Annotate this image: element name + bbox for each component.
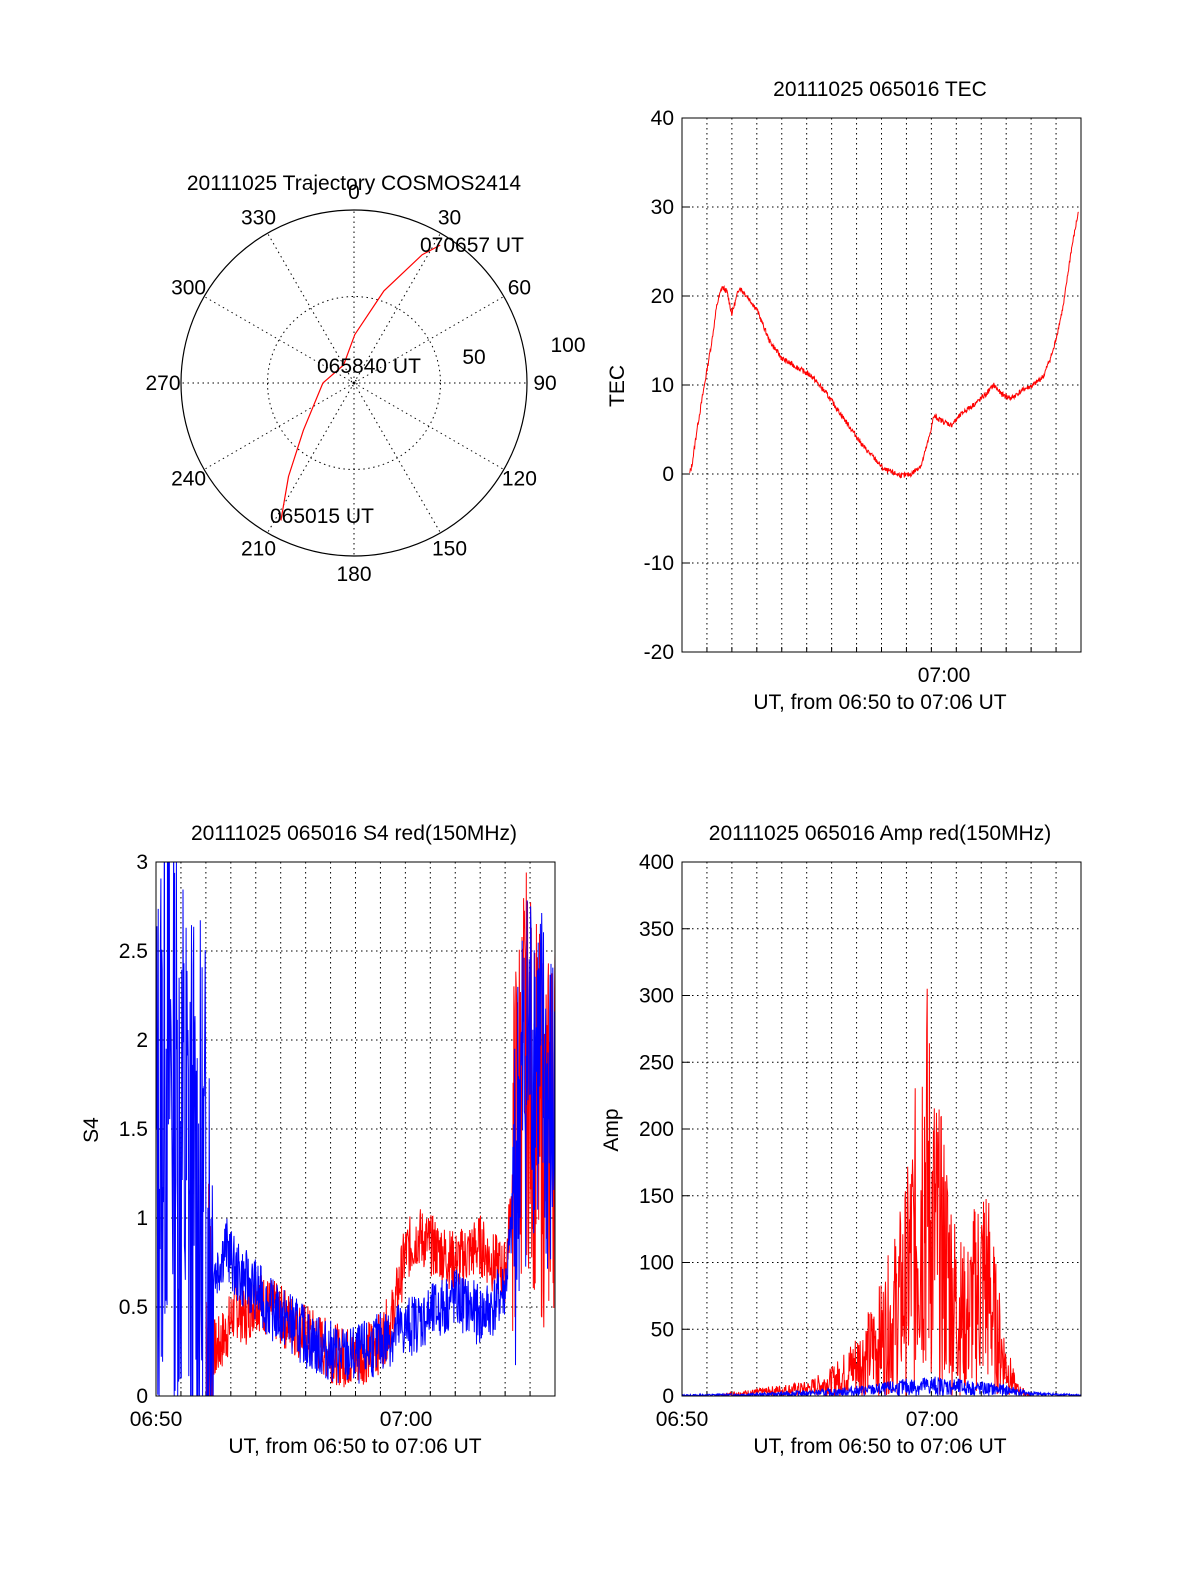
polar-center — [350, 379, 358, 387]
polar-radial-label: 50 — [462, 346, 485, 369]
s4-title: 20111025 065016 S4 red(150MHz) — [191, 822, 517, 845]
polar-azimuth-label: 330 — [241, 207, 276, 230]
series-blue-line — [682, 1376, 1081, 1396]
y-tick-label: 30 — [651, 196, 674, 219]
polar-title: 20111025 Trajectory COSMOS2414 — [187, 172, 522, 195]
amp-xlabel: UT, from 06:50 to 07:06 UT — [753, 1435, 1006, 1458]
polar-azimuth-label: 0 — [348, 181, 360, 204]
y-tick-label: 2.5 — [119, 940, 148, 963]
amp-xtick-0650: 06:50 — [656, 1408, 709, 1431]
y-tick-label: 1.5 — [119, 1118, 148, 1141]
polar-grid — [180, 209, 528, 557]
amp-xtick-0700: 07:00 — [906, 1408, 959, 1431]
tec-title: 20111025 065016 TEC — [773, 78, 987, 101]
tec-xlabel: UT, from 06:50 to 07:06 UT — [753, 691, 1006, 714]
y-tick-label: 10 — [651, 374, 674, 397]
polar-azimuth-label: 90 — [533, 372, 556, 395]
s4-xtick-0700: 07:00 — [380, 1408, 433, 1431]
y-tick-label: 100 — [639, 1252, 674, 1275]
polar-azimuth-label: 30 — [438, 207, 461, 230]
y-tick-label: 350 — [639, 918, 674, 941]
y-tick-label: 300 — [639, 985, 674, 1008]
trajectory-line — [280, 244, 441, 521]
tec-ylabel: TEC — [606, 365, 629, 407]
polar-radial-labels: 50 100 — [462, 334, 585, 369]
polar-spoke — [203, 382, 355, 470]
polar-radial-label: 100 — [550, 334, 585, 357]
y-tick-label: 200 — [639, 1118, 674, 1141]
y-tick-label: 20 — [651, 285, 674, 308]
polar-azimuth-label: 180 — [336, 563, 371, 586]
tec-plot-area: -20 -10 0 10 20 30 40 — [644, 107, 1082, 664]
y-tick-label: 0 — [662, 463, 674, 486]
tec-xtick-0700: 07:00 — [918, 664, 971, 687]
y-tick-label: -20 — [644, 641, 674, 664]
y-tick-label: 250 — [639, 1051, 674, 1074]
polar-spoke — [267, 382, 355, 534]
annotation-start: 065015 UT — [270, 505, 374, 528]
y-tick-label: -10 — [644, 552, 674, 575]
polar-azimuth-labels: 0 30 60 90 120 150 180 210 240 270 300 330 — [145, 181, 556, 586]
polar-outer-circle — [180, 209, 528, 557]
y-tick-label: 150 — [639, 1185, 674, 1208]
y-tick-label: 2 — [136, 1029, 148, 1052]
y-tick-label: 50 — [651, 1318, 674, 1341]
plot-frame — [155, 861, 556, 1397]
polar-spoke — [353, 382, 441, 534]
polar-azimuth-label: 210 — [241, 537, 276, 560]
polar-azimuth-label: 150 — [432, 537, 467, 560]
annotation-mid: 065840 UT — [317, 355, 421, 378]
polar-spoke — [353, 382, 505, 470]
polar-azimuth-label: 120 — [502, 468, 537, 491]
amp-title: 20111025 065016 Amp red(150MHz) — [709, 822, 1051, 845]
y-tick-label: 1 — [136, 1207, 148, 1230]
s4-panel: 20111025 065016 S4 red(150MHz) 0 0.5 1 1.5 2… — [80, 822, 556, 1458]
y-tick-label: 0 — [136, 1385, 148, 1408]
amp-plot-area: 0 50 100 150 200 250 300 350 400 — [639, 851, 1082, 1408]
s4-xtick-0650: 06:50 — [130, 1408, 183, 1431]
polar-spoke — [353, 232, 441, 384]
amp-ylabel: Amp — [600, 1108, 623, 1151]
y-tick-label: 0.5 — [119, 1296, 148, 1319]
polar-azimuth-label: 270 — [145, 372, 180, 395]
amp-panel: 20111025 065016 Amp red(150MHz) 0 50 100 15… — [600, 822, 1082, 1458]
polar-azimuth-label: 60 — [508, 277, 531, 300]
polar-panel: 20111025 Trajectory COSMOS2414 0 30 60 90 12… — [145, 172, 585, 586]
polar-spoke — [267, 232, 355, 384]
y-tick-label: 0 — [662, 1385, 674, 1408]
polar-azimuth-label: 300 — [171, 277, 206, 300]
plot-frame — [681, 861, 1082, 1397]
polar-azimuth-label: 240 — [171, 468, 206, 491]
series-TEC-line — [689, 211, 1079, 479]
plot-frame — [681, 117, 1082, 653]
series-blue-line — [156, 862, 555, 1396]
s4-xlabel: UT, from 06:50 to 07:06 UT — [228, 1435, 481, 1458]
s4-plot-area: 0 0.5 1 1.5 2 2.5 3 — [119, 851, 556, 1408]
y-tick-label: 40 — [651, 107, 674, 130]
y-tick-label: 400 — [639, 851, 674, 874]
polar-spoke — [353, 296, 505, 384]
s4-ylabel: S4 — [80, 1117, 103, 1143]
y-tick-label: 3 — [136, 851, 148, 874]
polar-spoke — [203, 296, 355, 384]
annotation-end: 070657 UT — [420, 234, 524, 257]
